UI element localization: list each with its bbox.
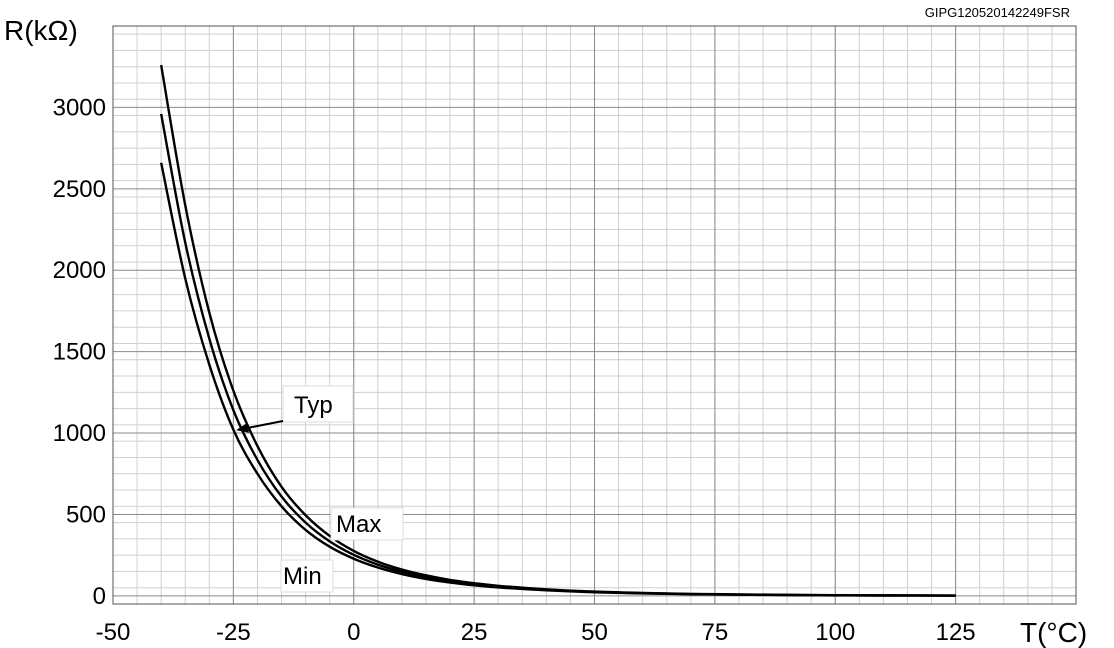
y-axis-label: R(kΩ) [4, 15, 78, 46]
y-tick-label: 0 [93, 583, 106, 610]
x-tick-label: -25 [216, 619, 251, 646]
annotation-layer: Typ Max Min [236, 385, 404, 593]
y-tick-label: 1500 [53, 339, 106, 366]
tick-layer: -50 -25 0 25 50 75 100 125 0 500 1000 1500 2000 2500 3… [53, 94, 976, 646]
y-tick-label: 500 [66, 501, 106, 528]
series-line-typ [159, 113, 956, 597]
series-layer [159, 64, 956, 597]
plot-frame [112, 25, 1077, 605]
x-tick-label: 100 [815, 619, 855, 646]
y-tick-label: 2500 [53, 176, 106, 203]
annotation-box-min [280, 559, 334, 593]
x-axis-label: T(°C) [1020, 617, 1087, 648]
x-tick-label: 50 [581, 619, 608, 646]
y-tick-label: 2000 [53, 257, 106, 284]
figure-code-label: GIPG120520142249FSR [925, 5, 1070, 20]
annotation-label-typ: Typ [294, 392, 333, 419]
x-tick-label: 0 [347, 619, 360, 646]
series-line-max [159, 64, 956, 597]
y-tick-label: 1000 [53, 420, 106, 447]
y-tick-label: 3000 [53, 94, 106, 121]
annotation-label-max: Max [336, 511, 381, 538]
major-grid [112, 26, 1077, 604]
x-tick-label: 75 [702, 619, 729, 646]
series-line-min [159, 162, 956, 597]
x-tick-label: 125 [936, 619, 976, 646]
annotation-arrow-typ [236, 420, 284, 433]
annotation-box-max [330, 507, 404, 541]
annotation-box-typ [282, 385, 354, 423]
x-tick-label: -50 [96, 619, 131, 646]
annotation-label-min: Min [283, 563, 322, 590]
x-tick-label: 25 [461, 619, 488, 646]
